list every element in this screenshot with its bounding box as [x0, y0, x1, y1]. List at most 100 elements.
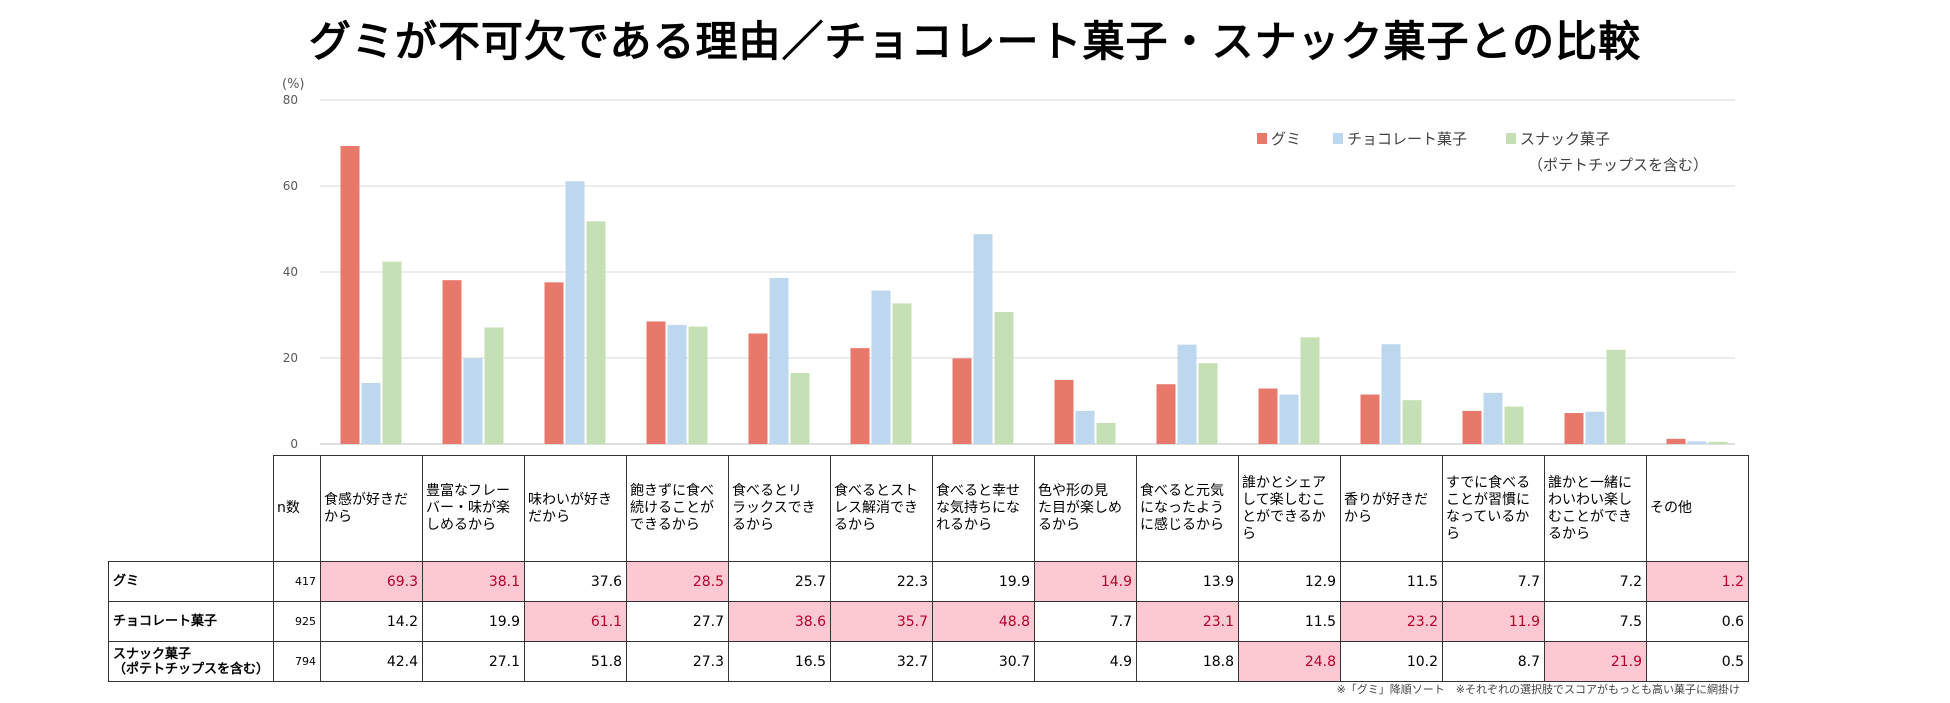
bar-1	[1666, 438, 1686, 444]
table-cell: 0.6	[1646, 601, 1749, 642]
chart-gridlines	[320, 99, 1735, 445]
table-row: スナック菓子 （ポテトチップスを含む） 794 42.4 27.1 51.8 27.3 16.…	[108, 641, 1749, 682]
y-tick-label: 80	[283, 93, 298, 107]
bar-1	[340, 146, 360, 444]
legend-label: グミ	[1271, 130, 1301, 148]
bar-3	[1198, 363, 1218, 444]
bar-1	[748, 333, 768, 444]
table-cell: 11.5	[1340, 561, 1443, 602]
bar-3	[790, 373, 810, 444]
table-cell: 32.7	[830, 641, 933, 682]
bar-chart: 0 20 40 60 80(%) グミ チョコレート菓子 スナック菓子 （ポテトチップスを含む…	[282, 77, 1735, 451]
table-cell: 27.1	[422, 641, 525, 682]
bar-2	[667, 324, 687, 444]
bar-1	[1258, 388, 1278, 444]
table-row: チョコレート菓子 925 14.2 19.9 61.1 27.7 38.6 35.7 48.8 7…	[108, 601, 1749, 642]
table-cell: 23.2	[1340, 601, 1443, 642]
table-cell: 0.5	[1646, 641, 1749, 682]
column-header: 色や形の見 た目が楽しめ るから	[1034, 455, 1137, 562]
bar-3	[1096, 422, 1116, 444]
y-tick-label: 60	[283, 179, 298, 193]
table-cell: 14.2	[320, 601, 423, 642]
table-cell: 7.2	[1544, 561, 1647, 602]
bar-2	[1585, 411, 1605, 444]
table-cell: 38.1	[422, 561, 525, 602]
table-corner	[109, 456, 274, 562]
bar-1	[646, 321, 666, 444]
bar-1	[1054, 379, 1074, 444]
bar-2	[463, 358, 483, 444]
bar-3	[1708, 441, 1728, 444]
column-header: 食べるとリ ラックスでき るから	[728, 455, 831, 562]
chart-legend: グミ チョコレート菓子 スナック菓子 （ポテトチップスを含む）	[1257, 130, 1708, 174]
table-cell: 27.7	[626, 601, 729, 642]
table-cell: 48.8	[932, 601, 1035, 642]
column-header: 香りが好きだ から	[1340, 455, 1443, 562]
table-cell: 7.7	[1442, 561, 1545, 602]
table-cell: 19.9	[932, 561, 1035, 602]
bar-3	[382, 261, 402, 444]
table-cell: 69.3	[320, 561, 423, 602]
table-cell: 25.7	[728, 561, 831, 602]
table-cell: 22.3	[830, 561, 933, 602]
bar-2	[769, 278, 789, 444]
bar-3	[586, 221, 606, 444]
y-tick-label: 20	[283, 351, 298, 365]
column-header: すでに食べる ことが習慣に なっているから	[1442, 455, 1545, 562]
row-label: チョコレート菓子	[108, 601, 274, 642]
y-tick-label: 40	[283, 265, 298, 279]
table-cell: 16.5	[728, 641, 831, 682]
bar-2	[1075, 410, 1095, 444]
table-cell: 28.5	[626, 561, 729, 602]
bar-1	[544, 282, 564, 444]
legend-swatch	[1333, 133, 1343, 144]
bar-2	[1687, 441, 1707, 444]
bar-3	[688, 326, 708, 444]
n-value: 417	[273, 561, 321, 602]
column-header: 食べると幸せ な気持ちにな れるから	[932, 455, 1035, 562]
table-cell: 27.3	[626, 641, 729, 682]
table-cell: 11.9	[1442, 601, 1545, 642]
bar-2	[973, 234, 993, 444]
table-cell: 1.2	[1646, 561, 1749, 602]
bar-3	[994, 311, 1014, 444]
column-header: 食感が好きだ から	[320, 455, 423, 562]
bar-3	[1300, 337, 1320, 444]
table-cell: 51.8	[524, 641, 627, 682]
table-cell: 23.1	[1136, 601, 1239, 642]
table-cell: 18.8	[1136, 641, 1239, 682]
table-cell: 21.9	[1544, 641, 1647, 682]
table-header-row: n数 食感が好きだ から 豊富なフレー バー・味が楽 しめるから 味わいが好き だから 飽きずに…	[109, 455, 1749, 562]
y-tick-label: 0	[290, 437, 298, 451]
column-header: 誰かとシェア して楽しむこ とができるから	[1238, 455, 1341, 562]
legend-note: （ポテトチップスを含む）	[1528, 156, 1708, 174]
table-cell: 30.7	[932, 641, 1035, 682]
table-cell: 19.9	[422, 601, 525, 642]
table-cell: 10.2	[1340, 641, 1443, 682]
table-cell: 14.9	[1034, 561, 1137, 602]
n-value: 925	[273, 601, 321, 642]
column-header: 飽きずに食べ 続けることが できるから	[626, 455, 729, 562]
legend-label: スナック菓子	[1520, 130, 1610, 148]
column-header: 食べるとスト レス解消でき るから	[830, 455, 933, 562]
table-row: グミ 417 69.3 38.1 37.6 28.5 25.7 22.3 19.9 14.9 13.…	[108, 561, 1749, 602]
bar-1	[442, 280, 462, 444]
bar-2	[871, 290, 891, 444]
column-header: 食べると元気 になったよう に感じるから	[1136, 455, 1239, 562]
bar-2	[565, 181, 585, 444]
table-cell: 37.6	[524, 561, 627, 602]
bar-3	[892, 303, 912, 444]
bar-1	[1564, 413, 1584, 444]
table-cell: 35.7	[830, 601, 933, 642]
table-cell: 61.1	[524, 601, 627, 642]
column-header: 味わいが好き だから	[524, 455, 627, 562]
table-cell: 12.9	[1238, 561, 1341, 602]
table-cell: 42.4	[320, 641, 423, 682]
table-cell: 13.9	[1136, 561, 1239, 602]
column-header: 豊富なフレー バー・味が楽 しめるから	[422, 455, 525, 562]
footnote: ※「グミ」降順ソート ※それぞれの選択肢でスコアがもっとも高い菓子に網掛け	[1336, 683, 1740, 696]
bar-3	[484, 327, 504, 444]
table-cell: 7.7	[1034, 601, 1137, 642]
legend-label: チョコレート菓子	[1347, 130, 1467, 148]
column-header: その他	[1646, 455, 1749, 562]
